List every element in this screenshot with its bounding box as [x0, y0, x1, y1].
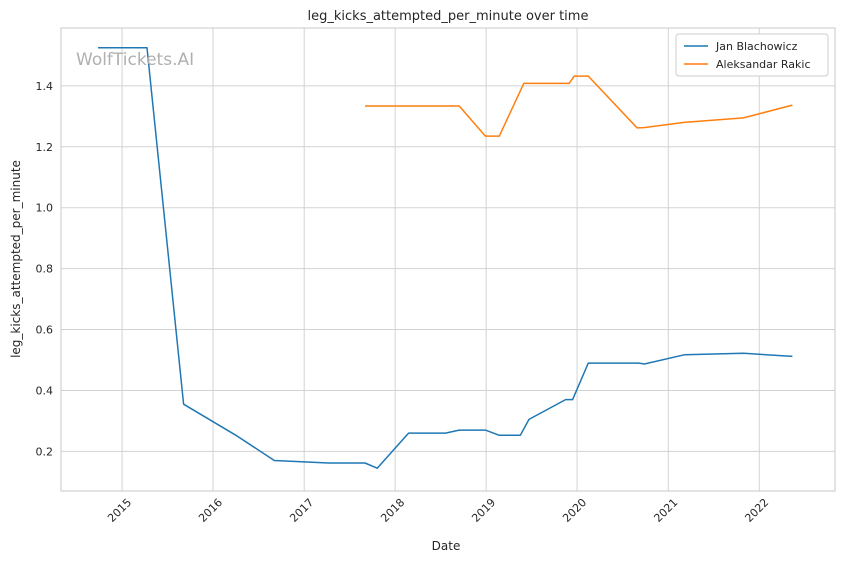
plot-area — [60, 27, 836, 492]
series-line-aleksandar-rakic — [365, 75, 793, 137]
series-line-jan-blachowicz — [98, 47, 793, 469]
y-tick-label: 1.0 — [36, 202, 54, 215]
legend-label-aleksandar-rakic: Aleksandar Rakic — [716, 58, 811, 71]
legend-box — [675, 33, 829, 77]
grid-lines — [61, 28, 835, 491]
series-lines — [98, 47, 793, 469]
legend: Jan Blachowicz Aleksandar Rakic — [675, 33, 829, 77]
y-tick-label: 0.8 — [36, 263, 54, 276]
y-tick-label: 0.6 — [36, 324, 54, 337]
y-tick-label: 0.4 — [36, 384, 54, 397]
x-axis-label: Date — [432, 539, 461, 553]
legend-label-jan-blachowicz: Jan Blachowicz — [715, 40, 798, 53]
y-tick-label: 1.4 — [36, 80, 54, 93]
y-tick-label: 0.2 — [36, 445, 54, 458]
y-axis-label: leg_kicks_attempted_per_minute — [9, 160, 23, 358]
y-tick-label: 1.2 — [36, 141, 54, 154]
chart-title: leg_kicks_attempted_per_minute over time — [308, 9, 589, 24]
watermark: WolfTickets.AI — [76, 50, 194, 70]
